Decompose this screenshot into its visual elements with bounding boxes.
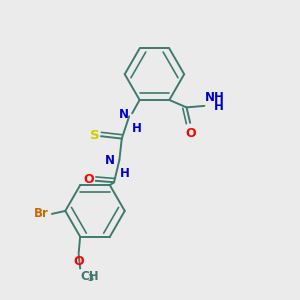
Text: O: O [74, 255, 84, 268]
Text: NH: NH [205, 91, 225, 103]
Text: S: S [89, 128, 99, 142]
Text: O: O [83, 173, 94, 186]
Text: H: H [120, 167, 130, 179]
Text: CH: CH [81, 270, 99, 283]
Text: Br: Br [34, 207, 48, 220]
Text: 3: 3 [88, 274, 94, 284]
Text: H: H [214, 100, 224, 113]
Text: O: O [185, 127, 196, 140]
Text: N: N [105, 154, 115, 167]
Text: H: H [132, 122, 142, 135]
Text: N: N [118, 108, 129, 121]
